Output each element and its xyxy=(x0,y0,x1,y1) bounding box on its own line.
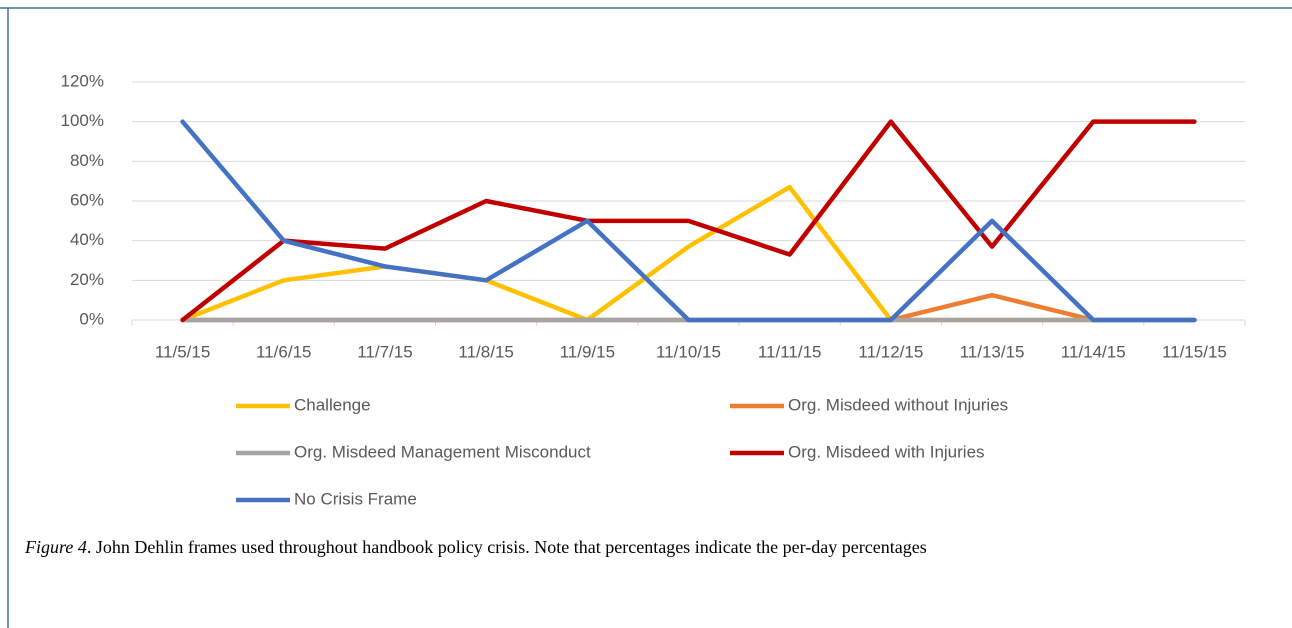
x-tick-label: 11/11/15 xyxy=(758,342,822,361)
y-tick-label: 20% xyxy=(70,270,104,289)
y-tick-label: 120% xyxy=(61,71,104,90)
y-tick-label: 0% xyxy=(79,309,104,328)
caption-label: Figure 4 xyxy=(25,537,87,557)
x-tick-label: 11/7/15 xyxy=(357,342,412,361)
series-line xyxy=(180,292,1197,323)
x-tick-label: 11/15/15 xyxy=(1162,342,1227,361)
legend-label: Org. Misdeed with Injuries xyxy=(788,442,985,461)
series-line xyxy=(180,119,1197,323)
x-tick-label: 11/10/15 xyxy=(656,342,721,361)
y-tick-label: 40% xyxy=(70,230,104,249)
x-tick-label: 11/6/15 xyxy=(256,342,311,361)
caption-text: . John Dehlin frames used throughout han… xyxy=(86,537,927,557)
x-tick-label: 11/13/15 xyxy=(960,342,1025,361)
x-tick-label: 11/5/15 xyxy=(155,342,210,361)
x-tick-label: 11/12/15 xyxy=(858,342,923,361)
caption: Figure 4. John Dehlin frames used throug… xyxy=(25,533,1235,561)
legend-label: Org. Misdeed Management Misconduct xyxy=(294,442,591,461)
y-tick-label: 100% xyxy=(61,111,104,130)
legend-label: No Crisis Frame xyxy=(294,489,417,508)
y-tick-label: 60% xyxy=(70,190,104,209)
legend-label: Org. Misdeed without Injuries xyxy=(788,395,1008,414)
x-tick-label: 11/8/15 xyxy=(458,342,513,361)
legend-label: Challenge xyxy=(294,395,371,414)
y-tick-label: 80% xyxy=(70,151,104,170)
x-tick-label: 11/9/15 xyxy=(560,342,615,361)
series-line xyxy=(180,119,1197,323)
x-tick-label: 11/14/15 xyxy=(1061,342,1126,361)
